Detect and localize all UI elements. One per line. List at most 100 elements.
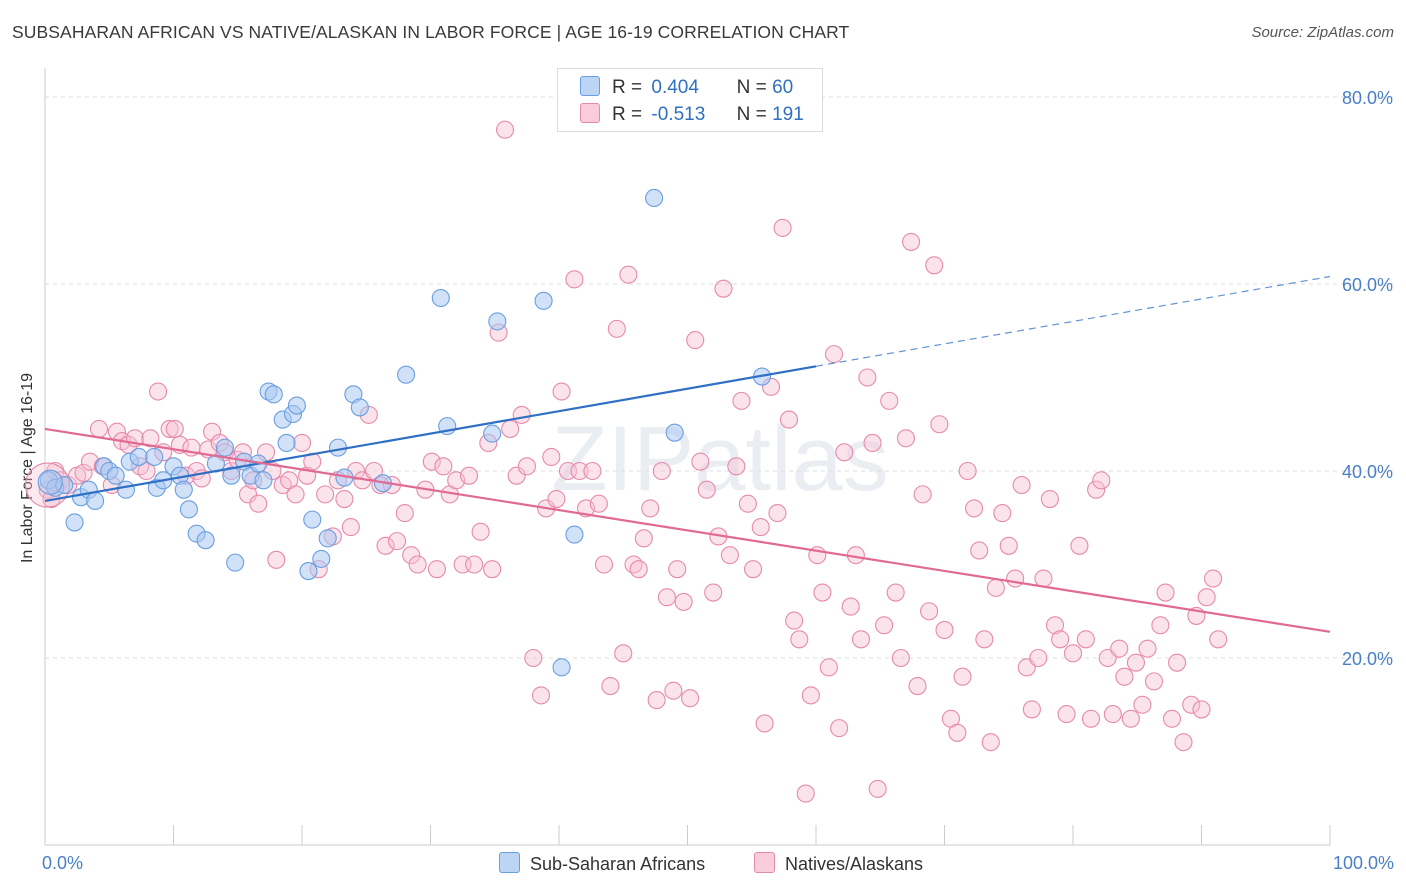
point-natives-74 <box>483 560 502 579</box>
point-natives-128 <box>796 784 815 803</box>
point-natives-50 <box>335 489 354 509</box>
point-natives-163 <box>993 504 1012 523</box>
point-natives-34 <box>238 485 258 504</box>
point-natives-109 <box>686 331 705 350</box>
point-natives-84 <box>542 447 561 467</box>
point-subsaharan-38 <box>312 549 331 568</box>
point-natives-72 <box>471 522 490 541</box>
legend-r-label: R = <box>612 104 643 125</box>
point-natives-125 <box>779 410 799 429</box>
point-natives-187 <box>1133 695 1152 714</box>
point-natives-153 <box>935 620 954 640</box>
point-natives-95 <box>607 319 626 338</box>
point-natives-197 <box>1192 700 1211 719</box>
trend-lines <box>44 275 1331 633</box>
point-natives-36 <box>249 494 268 513</box>
legend-r-value-1: 0.404 <box>651 77 699 98</box>
point-natives-156 <box>953 667 972 686</box>
point-natives-60 <box>395 504 414 523</box>
point-natives-115 <box>720 546 739 565</box>
axes <box>44 68 1331 846</box>
point-natives-92 <box>589 494 608 513</box>
point-subsaharan-43 <box>350 398 369 417</box>
point-natives-151 <box>925 256 944 275</box>
chart-title: SUBSAHARAN AFRICAN VS NATIVE/ALASKAN IN … <box>12 22 850 42</box>
point-natives-158 <box>965 499 984 518</box>
point-natives-182 <box>1103 705 1122 724</box>
legend-n-label: N = <box>736 104 767 125</box>
point-subsaharan-49 <box>488 312 507 331</box>
point-natives-149 <box>913 485 932 504</box>
point-natives-129 <box>801 686 820 705</box>
point-natives-93 <box>594 555 614 574</box>
bottom-legend-natives: Natives/Alaskans <box>754 852 923 875</box>
point-subsaharan-31 <box>264 385 283 404</box>
point-natives-17 <box>141 429 160 448</box>
point-natives-176 <box>1070 536 1089 555</box>
point-natives-100 <box>634 529 653 548</box>
point-natives-107 <box>674 592 693 611</box>
point-natives-171 <box>1040 489 1059 509</box>
bottom-legend-swatch-pink <box>754 852 775 873</box>
point-natives-143 <box>880 391 899 410</box>
x-tick-label-max: 100.0% <box>1333 853 1394 873</box>
point-natives-47 <box>316 485 335 504</box>
legend-n-value-2: 191 <box>772 104 804 125</box>
point-natives-21 <box>165 419 184 438</box>
point-natives-168 <box>1022 700 1041 719</box>
legend-swatch-pink <box>580 103 600 123</box>
point-natives-174 <box>1057 705 1076 724</box>
point-subsaharan-53 <box>645 188 664 208</box>
point-subsaharan-45 <box>397 365 416 384</box>
legend-n-label: N = <box>736 77 767 98</box>
point-subsaharan-6 <box>86 491 105 510</box>
point-natives-195 <box>1182 695 1201 714</box>
point-natives-141 <box>868 779 887 798</box>
point-subsaharan-19 <box>179 500 198 519</box>
point-natives-99 <box>629 560 648 579</box>
point-natives-51 <box>341 518 360 537</box>
point-subsaharan-37 <box>303 510 322 529</box>
point-subsaharan-9 <box>106 466 125 485</box>
point-natives-108 <box>681 689 700 708</box>
trend-line-natives <box>44 427 1331 633</box>
point-natives-179 <box>1087 480 1106 499</box>
point-subsaharan-50 <box>534 291 553 310</box>
point-subsaharan-48 <box>483 424 502 443</box>
point-subsaharan-23 <box>215 438 234 457</box>
point-natives-148 <box>908 676 927 696</box>
point-natives-118 <box>738 494 757 513</box>
point-subsaharan-10 <box>116 480 136 499</box>
point-natives-88 <box>565 270 584 289</box>
legend-box: R = 0.404 N = 60 R = -0.513 N = 191 <box>557 68 823 132</box>
point-natives-155 <box>948 723 967 742</box>
point-natives-178 <box>1081 709 1101 728</box>
point-subsaharan-24 <box>222 466 241 485</box>
point-natives-103 <box>652 461 671 481</box>
point-natives-112 <box>704 583 723 602</box>
point-natives-86 <box>552 382 571 401</box>
point-natives-94 <box>601 676 620 696</box>
point-natives-173 <box>1051 630 1070 649</box>
point-subsaharan-51 <box>552 658 571 677</box>
point-subsaharan-33 <box>277 433 296 453</box>
point-natives-188 <box>1138 639 1157 658</box>
point-natives-152 <box>930 415 949 434</box>
y-tick-label-60: 60.0% <box>1342 275 1393 295</box>
bottom-legend: Sub-Saharan Africans Natives/Alaskans <box>0 852 1406 876</box>
point-natives-186 <box>1126 653 1146 672</box>
point-natives-120 <box>751 518 770 537</box>
point-natives-191 <box>1156 583 1175 602</box>
point-natives-177 <box>1076 630 1095 649</box>
point-natives-40 <box>273 475 292 495</box>
point-natives-170 <box>1034 569 1053 588</box>
point-natives-42 <box>286 485 305 504</box>
point-natives-138 <box>851 630 871 649</box>
y-tick-label-20: 20.0% <box>1342 649 1393 669</box>
point-subsaharan-52 <box>565 525 584 544</box>
point-natives-126 <box>785 611 804 630</box>
legend-row-natives: R = -0.513 N = 191 <box>580 103 804 125</box>
point-natives-198 <box>1197 588 1216 607</box>
point-natives-189 <box>1144 672 1164 691</box>
point-natives-164 <box>999 536 1018 555</box>
